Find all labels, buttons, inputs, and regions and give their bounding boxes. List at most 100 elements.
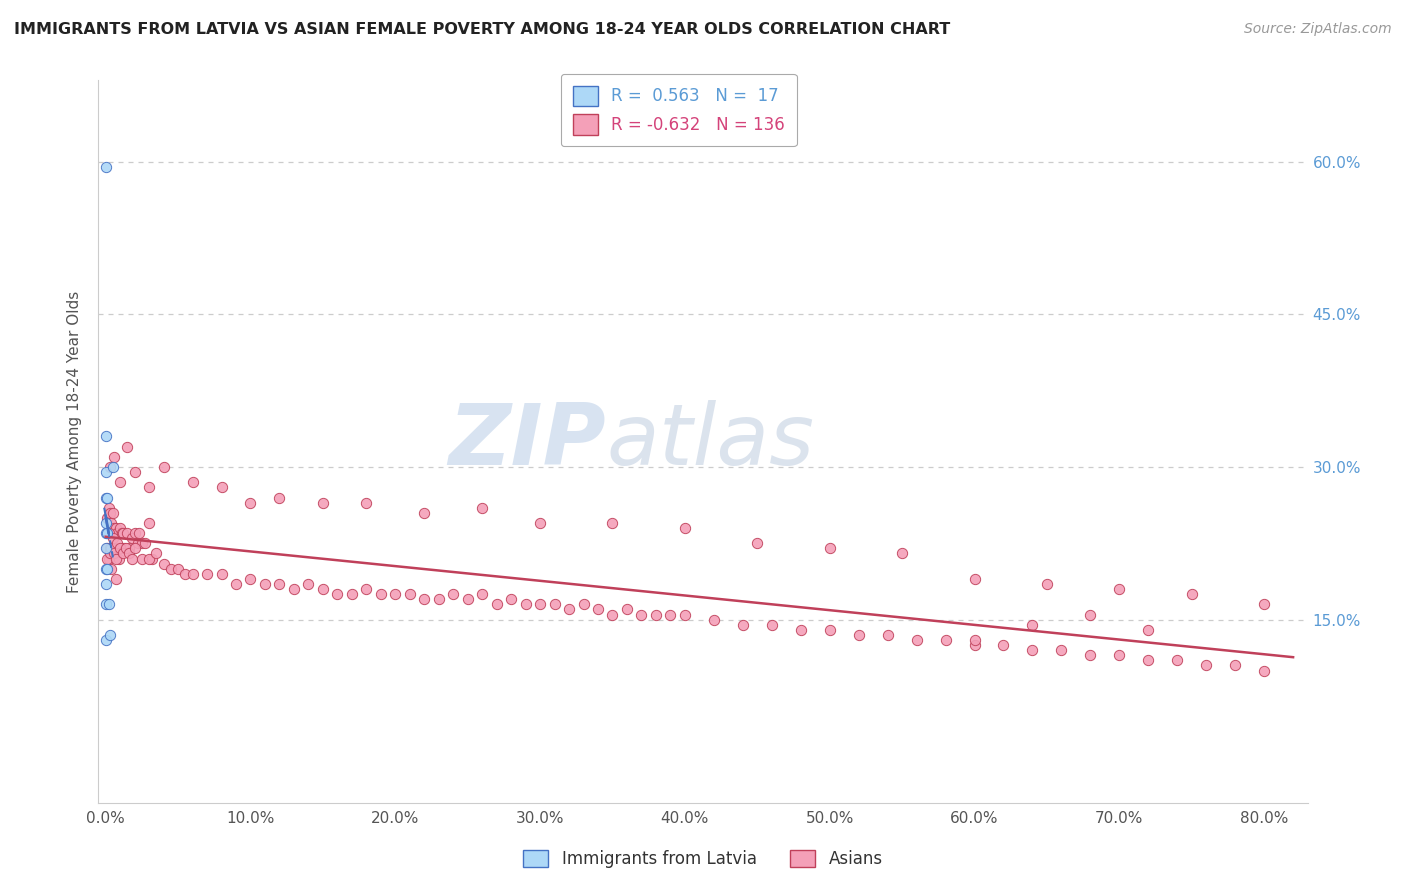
Point xyxy=(100,541,122,556)
Point xyxy=(112,546,135,560)
Point xyxy=(630,607,652,622)
Point xyxy=(413,592,436,607)
Point xyxy=(112,526,135,541)
Point xyxy=(94,429,117,443)
Point xyxy=(340,587,363,601)
Point xyxy=(96,511,118,525)
Point xyxy=(501,592,523,607)
Point xyxy=(297,577,319,591)
Point xyxy=(98,460,121,475)
Point xyxy=(602,516,624,530)
Point xyxy=(673,607,696,622)
Legend: Immigrants from Latvia, Asians: Immigrants from Latvia, Asians xyxy=(517,843,889,875)
Point xyxy=(269,577,291,591)
Text: ZIP: ZIP xyxy=(449,400,606,483)
Point xyxy=(703,613,725,627)
Point xyxy=(963,572,986,586)
Point xyxy=(1108,582,1130,596)
Point xyxy=(1181,587,1204,601)
Point xyxy=(413,506,436,520)
Point xyxy=(94,562,117,576)
Point xyxy=(356,582,378,596)
Point xyxy=(253,577,276,591)
Point xyxy=(108,475,131,490)
Text: Source: ZipAtlas.com: Source: ZipAtlas.com xyxy=(1244,22,1392,37)
Point xyxy=(905,632,928,647)
Point xyxy=(747,536,769,550)
Point xyxy=(128,526,150,541)
Point xyxy=(127,536,149,550)
Point xyxy=(121,531,143,545)
Point xyxy=(94,491,117,505)
Point xyxy=(97,500,120,515)
Point xyxy=(1195,658,1218,673)
Point xyxy=(1080,648,1102,663)
Point xyxy=(97,526,120,541)
Point xyxy=(124,465,146,479)
Point xyxy=(101,460,124,475)
Point xyxy=(356,495,378,509)
Point xyxy=(398,587,420,601)
Point xyxy=(104,572,127,586)
Point xyxy=(96,526,118,541)
Point xyxy=(115,541,138,556)
Point xyxy=(98,546,121,560)
Point xyxy=(131,536,153,550)
Point xyxy=(138,551,160,566)
Point xyxy=(891,546,914,560)
Point xyxy=(312,495,335,509)
Point xyxy=(848,628,870,642)
Point xyxy=(731,617,754,632)
Y-axis label: Female Poverty Among 18-24 Year Olds: Female Poverty Among 18-24 Year Olds xyxy=(67,291,83,592)
Point xyxy=(117,440,139,454)
Point xyxy=(110,526,132,541)
Point xyxy=(103,450,125,464)
Point xyxy=(471,500,494,515)
Point xyxy=(124,541,146,556)
Point xyxy=(659,607,682,622)
Point xyxy=(107,551,129,566)
Point xyxy=(1050,643,1073,657)
Point xyxy=(269,491,291,505)
Point xyxy=(118,541,141,556)
Point xyxy=(1166,653,1188,667)
Point xyxy=(101,506,124,520)
Point xyxy=(543,598,565,612)
Point xyxy=(94,516,117,530)
Point xyxy=(104,551,127,566)
Point xyxy=(326,587,349,601)
Point xyxy=(211,566,233,581)
Point xyxy=(159,562,181,576)
Point xyxy=(211,480,233,494)
Point xyxy=(100,562,122,576)
Point xyxy=(572,598,595,612)
Point xyxy=(529,598,551,612)
Point xyxy=(131,551,153,566)
Point xyxy=(94,541,117,556)
Point xyxy=(174,566,197,581)
Point xyxy=(1137,653,1160,667)
Point xyxy=(117,526,139,541)
Point xyxy=(98,506,121,520)
Point xyxy=(239,495,262,509)
Text: atlas: atlas xyxy=(606,400,814,483)
Point xyxy=(790,623,813,637)
Point xyxy=(114,541,136,556)
Point xyxy=(104,521,127,535)
Point xyxy=(101,531,124,545)
Point xyxy=(1021,643,1043,657)
Point xyxy=(818,623,841,637)
Point xyxy=(963,632,986,647)
Point xyxy=(602,607,624,622)
Point xyxy=(876,628,898,642)
Point xyxy=(94,577,117,591)
Point xyxy=(586,602,609,616)
Point xyxy=(558,602,581,616)
Point xyxy=(1253,664,1275,678)
Point xyxy=(1036,577,1059,591)
Point xyxy=(145,546,167,560)
Point xyxy=(100,516,122,530)
Point xyxy=(96,541,118,556)
Point xyxy=(167,562,190,576)
Point xyxy=(239,572,262,586)
